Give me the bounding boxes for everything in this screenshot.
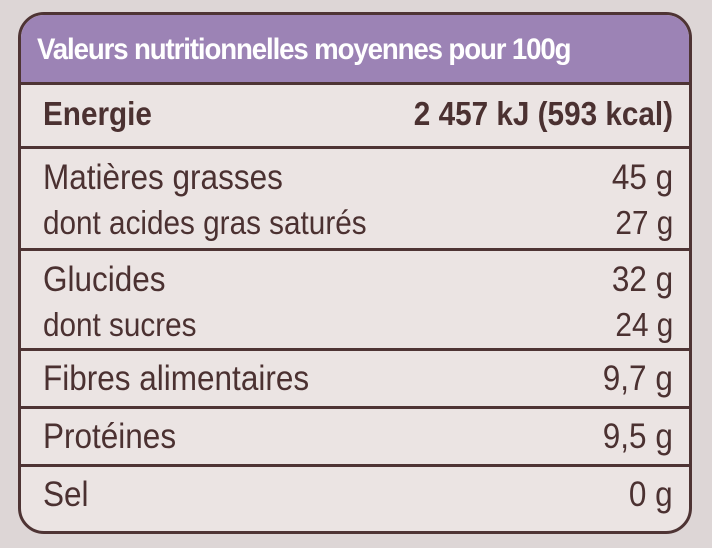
energy-value: 2 457 kJ (593 kcal) — [413, 95, 673, 132]
salt-value: 0 g — [629, 475, 673, 514]
fat-value: 45 g — [611, 158, 673, 197]
row-energy: Energie 2 457 kJ (593 kcal) — [21, 85, 689, 149]
protein-label: Protéines — [43, 417, 177, 456]
energy-label: Energie — [43, 95, 152, 132]
saturated-value: 27 g — [615, 204, 673, 241]
sugars-label: dont sucres — [43, 306, 197, 343]
row-fibre: Fibres alimentaires 9,7 g — [21, 351, 689, 409]
nutrition-table: Valeurs nutritionnelles moyennes pour 10… — [18, 12, 692, 534]
saturated-label: dont acides gras saturés — [43, 204, 367, 241]
row-salt: Sel 0 g — [21, 467, 689, 527]
row-fat: Matières grasses 45 g dont acides gras s… — [21, 149, 689, 251]
sugars-value: 24 g — [615, 306, 673, 343]
row-protein: Protéines 9,5 g — [21, 409, 689, 467]
fat-label: Matières grasses — [43, 158, 283, 197]
header-title: Valeurs nutritionnelles moyennes pour 10… — [37, 33, 572, 66]
salt-label: Sel — [43, 475, 89, 514]
fibre-value: 9,7 g — [602, 359, 673, 398]
protein-value: 9,5 g — [602, 417, 673, 456]
carbs-value: 32 g — [611, 260, 673, 299]
nutrition-table-header: Valeurs nutritionnelles moyennes pour 10… — [21, 15, 689, 85]
fibre-label: Fibres alimentaires — [43, 359, 310, 398]
carbs-label: Glucides — [43, 260, 166, 299]
row-carbs: Glucides 32 g dont sucres 24 g — [21, 251, 689, 351]
